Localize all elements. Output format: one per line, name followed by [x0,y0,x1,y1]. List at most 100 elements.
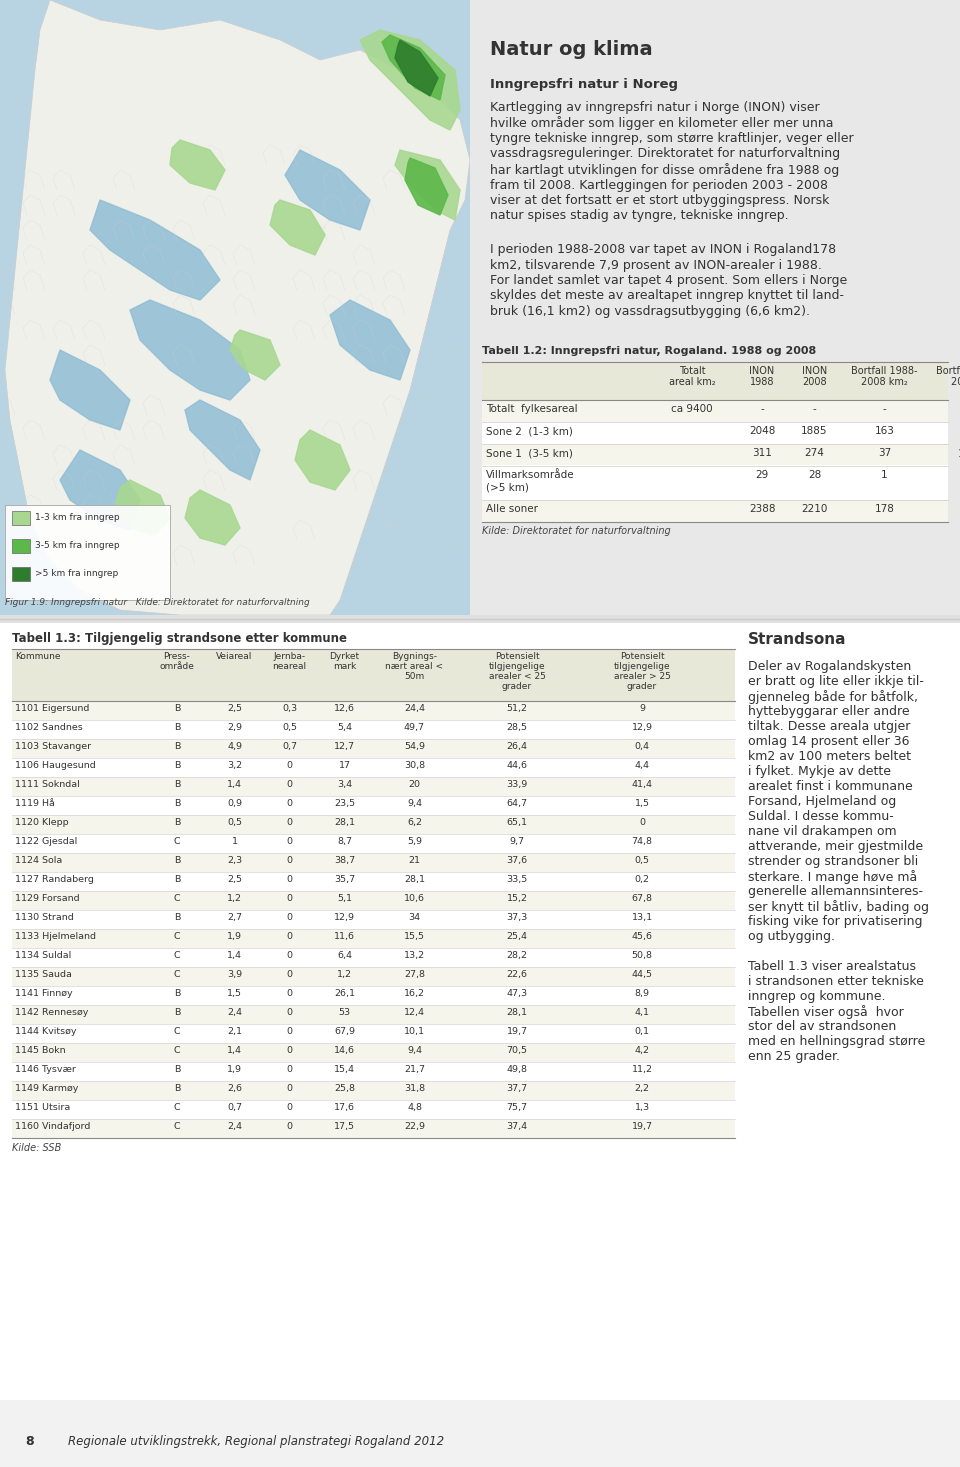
Text: natur spises stadig av tyngre, tekniske inngrep.: natur spises stadig av tyngre, tekniske … [490,210,788,223]
Text: 0,5: 0,5 [227,819,242,827]
Text: 1122 Gjesdal: 1122 Gjesdal [15,838,77,846]
Text: 2048: 2048 [749,427,775,437]
Text: 12,7: 12,7 [334,742,355,751]
Text: 1111 Sokndal: 1111 Sokndal [15,780,80,789]
Text: B: B [174,989,180,998]
Text: 0,5: 0,5 [635,857,650,866]
Text: tiltak. Desse areala utgjer: tiltak. Desse areala utgjer [748,720,910,734]
Text: 1,3: 1,3 [635,1103,650,1112]
Polygon shape [360,29,460,131]
Text: 17,5: 17,5 [334,1122,355,1131]
Text: 1,9: 1,9 [227,932,242,940]
Text: 1,9: 1,9 [227,1065,242,1074]
Text: Forsand, Hjelmeland og: Forsand, Hjelmeland og [748,795,897,808]
Text: 178: 178 [875,505,895,515]
Text: 0: 0 [286,761,293,770]
Text: B: B [174,874,180,885]
Text: 2,2: 2,2 [635,1084,650,1093]
Text: B: B [174,857,180,866]
Text: B: B [174,761,180,770]
Text: Figur 1.9: Inngrepsfri natur   Kilde: Direktoratet for naturforvaltning: Figur 1.9: Inngrepsfri natur Kilde: Dire… [5,599,310,607]
Text: 12,4: 12,4 [404,1008,425,1017]
Text: C: C [174,932,180,940]
Text: Strandsona: Strandsona [748,632,847,647]
Text: Sone 2  (1-3 km): Sone 2 (1-3 km) [486,427,573,437]
Text: 1145 Bokn: 1145 Bokn [15,1046,65,1055]
Text: 9,7: 9,7 [510,838,524,846]
Text: 64,7: 64,7 [507,800,527,808]
Polygon shape [405,158,448,216]
Text: C: C [174,838,180,846]
Text: 13,1: 13,1 [632,912,653,921]
Text: Villmarksområde
(>5 km): Villmarksområde (>5 km) [486,471,575,491]
Text: B: B [174,723,180,732]
Text: 30,8: 30,8 [404,761,425,770]
Text: 28,1: 28,1 [404,874,425,885]
Text: 34: 34 [408,912,420,921]
Text: 274: 274 [804,449,825,459]
Text: 37,4: 37,4 [507,1122,528,1131]
Text: 0: 0 [286,1065,293,1074]
Text: 25,8: 25,8 [334,1084,355,1093]
Bar [12,511,30,525]
Text: 5,4: 5,4 [337,723,352,732]
Text: 16,2: 16,2 [404,989,425,998]
Text: Bortfall 1988-
2008 %: Bortfall 1988- 2008 % [936,365,960,387]
Text: Regionale utviklingstrekk, Regional planstrategi Rogaland 2012: Regionale utviklingstrekk, Regional plan… [68,1435,444,1448]
Text: 38,7: 38,7 [334,857,355,866]
Text: 4,1: 4,1 [635,1008,650,1017]
Text: 2,1: 2,1 [227,1027,242,1036]
Text: 1160 Vindafjord: 1160 Vindafjord [15,1122,90,1131]
Text: Dyrket
mark: Dyrket mark [329,651,360,670]
Text: 4,4: 4,4 [635,761,650,770]
Text: 28,1: 28,1 [334,819,355,827]
Text: viser at det fortsatt er et stort utbyggingspress. Norsk: viser at det fortsatt er et stort utbygg… [490,194,829,207]
Text: enn 25 grader.: enn 25 grader. [748,1050,840,1064]
Text: 1141 Finnøy: 1141 Finnøy [15,989,73,998]
Text: 24,4: 24,4 [404,704,425,713]
Text: 1-3 km fra inngrep: 1-3 km fra inngrep [35,513,120,522]
Text: 1: 1 [231,838,237,846]
Text: Bortfall 1988-
2008 km₂: Bortfall 1988- 2008 km₂ [852,365,918,387]
Text: inngrep og kommune.: inngrep og kommune. [748,990,885,1003]
Text: 20: 20 [409,780,420,789]
Text: 0: 0 [286,800,293,808]
Text: 21: 21 [409,857,420,866]
Text: 0,7: 0,7 [282,742,297,751]
Text: 1,4: 1,4 [227,780,242,789]
Text: 0: 0 [286,1008,293,1017]
Polygon shape [395,150,460,220]
Text: C: C [174,1122,180,1131]
Text: 0,4: 0,4 [635,742,650,751]
Text: 2,3: 2,3 [227,857,242,866]
Text: hvilke områder som ligger en kilometer eller mer unna: hvilke områder som ligger en kilometer e… [490,116,833,131]
Text: bruk (16,1 km2) og vassdragsutbygging (6,6 km2).: bruk (16,1 km2) og vassdragsutbygging (6… [490,305,810,318]
Text: 49,7: 49,7 [404,723,425,732]
Text: 22,9: 22,9 [404,1122,425,1131]
Polygon shape [130,299,250,400]
Text: 1119 Hå: 1119 Hå [15,800,55,808]
Text: C: C [174,893,180,904]
Text: nane vil drakampen om: nane vil drakampen om [748,824,897,838]
Text: sterkare. I mange høve må: sterkare. I mange høve må [748,870,917,885]
Text: 2388: 2388 [749,505,776,515]
Text: Kilde: Direktoratet for naturforvaltning: Kilde: Direktoratet for naturforvaltning [482,527,671,537]
Text: 1124 Sola: 1124 Sola [15,857,62,866]
Text: 0: 0 [286,1027,293,1036]
Text: INON
1988: INON 1988 [750,365,775,387]
Text: 5,9: 5,9 [407,838,422,846]
Text: og utbygging.: og utbygging. [748,930,835,943]
Text: 2,4: 2,4 [227,1008,242,1017]
Text: 37: 37 [877,449,891,459]
Text: 2,4: 2,4 [227,1122,242,1131]
Text: -: - [812,405,816,415]
Text: Tabell 1.2: Inngrepsfri natur, Rogaland. 1988 og 2008: Tabell 1.2: Inngrepsfri natur, Rogaland.… [482,346,816,355]
Polygon shape [50,351,130,430]
Text: -: - [760,405,764,415]
Text: 2,5: 2,5 [227,874,242,885]
Text: arealet finst i kommunane: arealet finst i kommunane [748,780,913,794]
Text: 1129 Forsand: 1129 Forsand [15,893,80,904]
Text: 15,4: 15,4 [334,1065,355,1074]
Text: Totalt
areal km₂: Totalt areal km₂ [669,365,715,387]
Text: 1142 Rennesøy: 1142 Rennesøy [15,1008,88,1017]
